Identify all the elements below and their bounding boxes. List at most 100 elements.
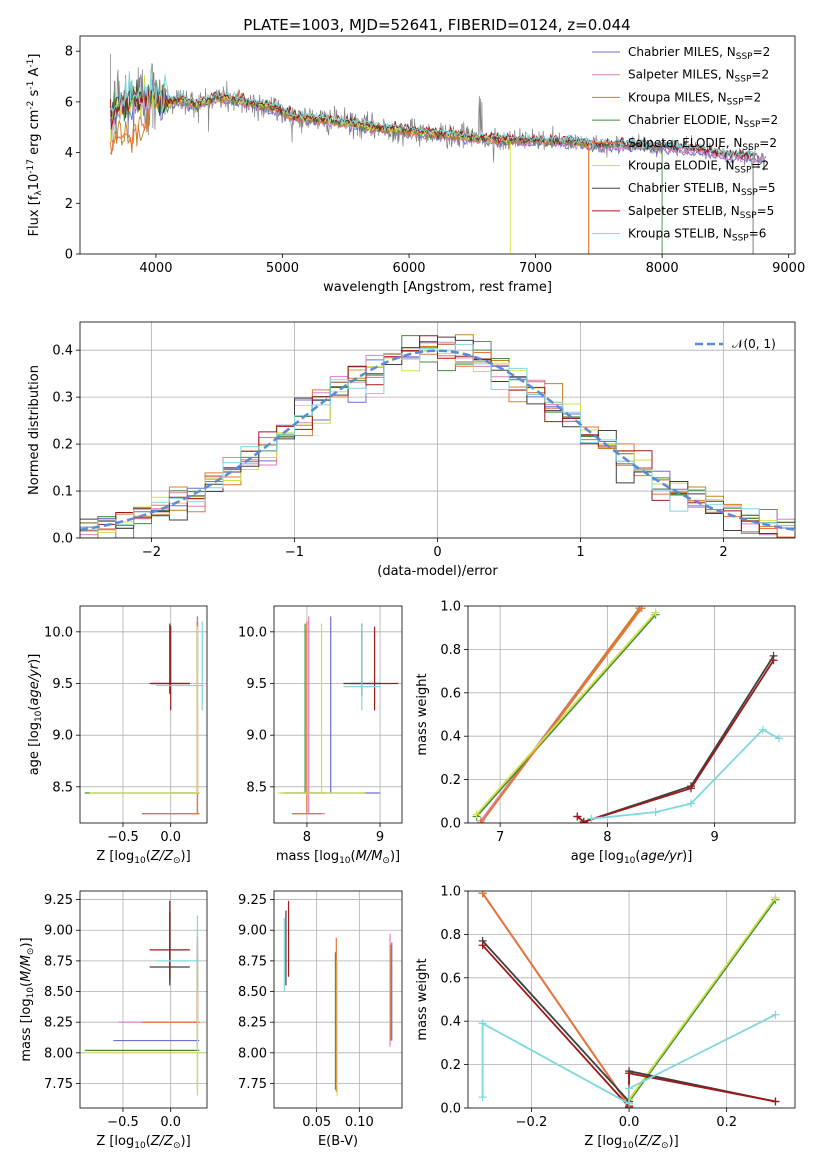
weight-marker [637, 606, 646, 613]
weight-line [475, 611, 657, 815]
y-tick-label: 9.25 [44, 893, 73, 908]
model-spectrum [109, 69, 754, 254]
weight-marker [478, 941, 487, 950]
y-axis-label: Normed distribution [27, 365, 42, 495]
y-tick-label: 9.5 [246, 677, 267, 692]
gaussian-curve [80, 349, 795, 532]
x-tick-label: 8 [303, 830, 311, 845]
y-axis-label: mass weight [415, 673, 430, 755]
x-tick-label: −2 [142, 545, 161, 560]
y-tick-label: 0 [65, 248, 73, 263]
legend-entry: Salpeter MILES, NSSP=2 [628, 68, 769, 85]
x-tick-label: 9 [376, 830, 384, 845]
weight-marker [579, 817, 588, 823]
x-tick-label: 0.05 [302, 1115, 331, 1130]
figure-title: PLATE=1003, MJD=52641, FIBERID=0124, z=0… [243, 16, 630, 34]
y-tick-label: 0.0 [440, 817, 461, 832]
y-tick-label: 9.00 [238, 924, 267, 939]
x-axis-label: Z [log10(Z/Z⊙)] [96, 1134, 190, 1151]
y-tick-label: 9.00 [44, 924, 73, 939]
plot-area [109, 53, 767, 254]
legend-entry: Chabrier ELODIE, NSSP=2 [628, 113, 778, 130]
plot-area [468, 606, 795, 823]
legend-entry: 𝒩(0, 1) [732, 337, 776, 351]
y-tick-label: 0.2 [440, 1058, 461, 1073]
x-tick-label: 1 [576, 545, 584, 560]
axes-frame [79, 35, 796, 255]
x-tick-label: 7 [496, 830, 504, 845]
y-tick-label: 0.2 [52, 438, 73, 453]
y-tick-label: 7.75 [238, 1077, 267, 1092]
weight-marker [587, 814, 596, 823]
x-tick-label: 9 [710, 830, 718, 845]
x-axis-label: age [log10(age/yr)] [571, 849, 693, 866]
x-tick-label: 7000 [519, 261, 552, 276]
x-tick-label: 0.0 [160, 1115, 181, 1130]
y-tick-label: 8.5 [246, 780, 267, 795]
x-tick-label: 8000 [646, 261, 679, 276]
weight-marker [651, 608, 660, 617]
x-tick-label: 6000 [392, 261, 425, 276]
y-tick-label: 0.4 [440, 1015, 461, 1030]
x-tick-label: 9000 [772, 261, 805, 276]
weight-marker [771, 893, 780, 902]
weight-line [475, 614, 657, 818]
y-tick-label: 9.25 [238, 893, 267, 908]
y-tick-label: 0.1 [52, 485, 73, 500]
legend-entry: Salpeter ELODIE, NSSP=2 [628, 136, 777, 153]
y-tick-label: 0.0 [440, 1102, 461, 1117]
x-tick-label: 4000 [139, 261, 172, 276]
x-axis-label: mass [log10(M/M⊙)] [276, 849, 400, 866]
weight-marker [651, 808, 660, 817]
y-tick-label: 9.0 [246, 729, 267, 744]
y-tick-label: 0.6 [440, 686, 461, 701]
x-axis-label: (data-model)/error [377, 564, 498, 579]
y-tick-label: 0.4 [440, 730, 461, 745]
plot-area [274, 606, 402, 823]
weight-marker [687, 784, 696, 793]
axes-spectrum: 4000 5000 6000 7000 8000 9000 0 2 4 6 8 wavelength … [26, 35, 805, 295]
plot-area [80, 891, 207, 1108]
y-tick-label: 2 [65, 197, 73, 212]
y-axis-label: mass weight [415, 958, 430, 1040]
x-axis-label: wavelength [Angstrom, rest frame] [323, 280, 552, 295]
x-tick-label: −0.5 [107, 1115, 139, 1130]
residual-histogram [80, 344, 795, 532]
axes-age-vs-mass: 8 9 8.5 9.0 9.5 10.0 mass [log10(M/M⊙)] [238, 605, 403, 866]
weight-line [628, 896, 777, 1100]
y-tick-label: 8.50 [238, 985, 267, 1000]
weight-marker [472, 810, 481, 819]
y-tick-label: 8.25 [44, 1016, 73, 1031]
x-tick-label: −1 [285, 545, 304, 560]
y-tick-label: 0.8 [440, 643, 461, 658]
x-tick-label: 2 [719, 545, 727, 560]
axes-mass-vs-ebv: 0.05 0.10 7.75 8.00 8.25 8.50 8.75 9.00 9.25 E(B-… [238, 890, 403, 1149]
legend: Chabrier MILES, NSSP=2 Salpeter MILES, NS… [592, 45, 778, 244]
y-tick-label: 8.00 [238, 1046, 267, 1061]
x-tick-label: 0.0 [160, 830, 181, 845]
y-tick-label: 8.5 [52, 780, 73, 795]
y-tick-label: 1.0 [440, 885, 461, 900]
x-axis-label: E(B-V) [318, 1134, 358, 1149]
y-tick-label: 10.0 [238, 625, 267, 640]
weight-marker [625, 1084, 634, 1093]
x-tick-label: 0 [433, 545, 441, 560]
y-tick-label: 8.50 [44, 985, 73, 1000]
x-axis-label: Z [log10(Z/Z⊙)] [584, 1134, 678, 1151]
y-tick-label: 10.0 [44, 625, 73, 640]
x-tick-label: 8 [603, 830, 611, 845]
legend-entry: Chabrier MILES, NSSP=2 [628, 45, 770, 62]
legend-entry: Chabrier STELIB, NSSP=5 [628, 181, 776, 198]
model-spectrum [109, 75, 511, 254]
axes-frame [79, 605, 208, 824]
weight-line [576, 655, 775, 823]
y-tick-label: 8.75 [44, 954, 73, 969]
y-tick-label: 8.75 [238, 954, 267, 969]
model-spectrum [109, 83, 590, 254]
y-tick-label: 8.25 [238, 1016, 267, 1031]
axes-mass-weight-vs-Z: −0.2 0.0 0.2 0.0 0.2 0.4 0.6 0.8 1.0 Z [log10(Z/Z… [415, 885, 796, 1151]
weight-line [481, 892, 630, 1107]
x-tick-label: 5000 [266, 261, 299, 276]
weight-marker [478, 891, 487, 898]
